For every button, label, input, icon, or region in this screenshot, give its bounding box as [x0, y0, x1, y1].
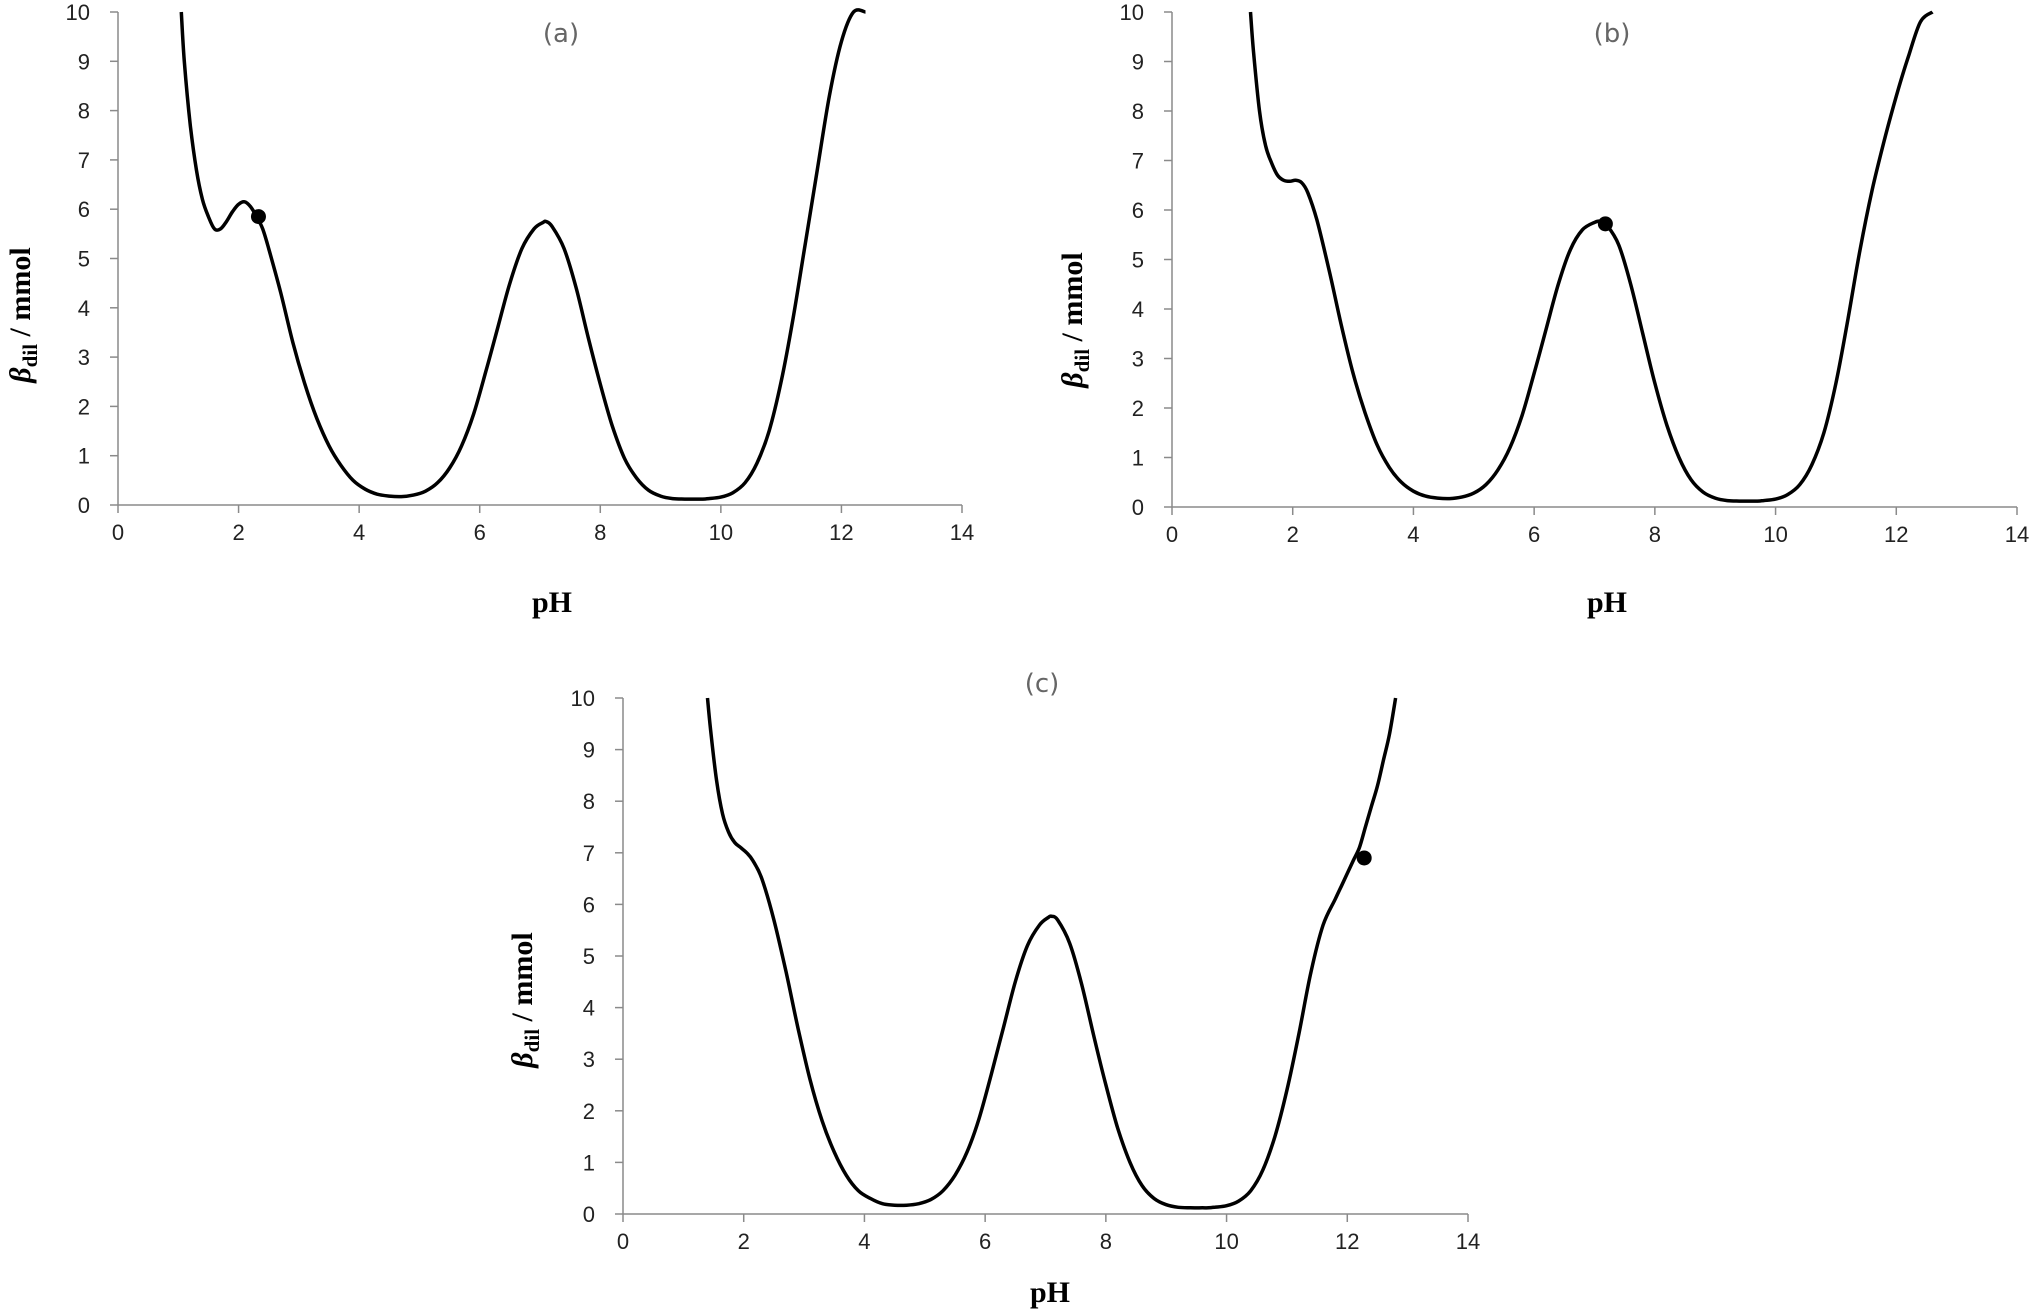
- y-tick-label: 10: [571, 686, 595, 711]
- y-axis-ticks: 0 1 2 3 4 5 6 7 8 9 10: [571, 686, 623, 1227]
- y-axis-symbol: β: [506, 1052, 539, 1069]
- panel-label: (b): [1594, 19, 1631, 49]
- y-tick-label: 8: [583, 789, 595, 814]
- y-tick-label: 7: [1132, 149, 1144, 174]
- y-tick-label: 5: [1132, 248, 1144, 273]
- x-axis-ticks: 0 2 4 6 8 10 12 14: [617, 1214, 1480, 1254]
- y-tick-label: 1: [78, 444, 90, 469]
- y-axis-title: βdil / mmol: [4, 247, 42, 383]
- x-tick-label: 8: [594, 520, 606, 545]
- y-tick-label: 0: [78, 493, 90, 518]
- y-tick-label: 3: [583, 1047, 595, 1072]
- x-axis-title: pH: [532, 586, 572, 619]
- y-tick-label: 4: [78, 296, 90, 321]
- x-tick-label: 6: [474, 520, 486, 545]
- y-tick-label: 10: [66, 0, 90, 25]
- y-axis-subscript: dil: [18, 344, 42, 368]
- x-tick-label: 10: [1214, 1229, 1238, 1254]
- y-tick-label: 6: [583, 892, 595, 917]
- y-tick-label: 1: [1132, 446, 1144, 471]
- y-axis-subscript: dil: [1070, 349, 1094, 373]
- x-tick-label: 0: [617, 1229, 629, 1254]
- x-axis-title: pH: [1587, 586, 1627, 619]
- y-tick-label: 3: [1132, 347, 1144, 372]
- marker-point: [1356, 850, 1372, 866]
- y-tick-label: 5: [583, 944, 595, 969]
- y-axis-unit: / mmol: [4, 247, 37, 344]
- y-axis-symbol: β: [1056, 372, 1089, 389]
- y-tick-label: 7: [583, 841, 595, 866]
- y-axis-unit: / mmol: [506, 932, 539, 1029]
- x-tick-label: 0: [112, 520, 124, 545]
- x-tick-label: 2: [232, 520, 244, 545]
- x-tick-label: 4: [353, 520, 365, 545]
- y-tick-label: 4: [583, 996, 595, 1021]
- x-tick-label: 6: [1528, 522, 1540, 547]
- y-tick-label: 7: [78, 148, 90, 173]
- y-tick-label: 2: [1132, 396, 1144, 421]
- y-axis-title: βdil / mmol: [506, 932, 544, 1068]
- y-axis-title: βdil / mmol: [1056, 252, 1094, 388]
- y-tick-label: 9: [583, 738, 595, 763]
- x-tick-label: 2: [738, 1229, 750, 1254]
- panel-label: (a): [543, 19, 579, 49]
- y-axis-ticks: 0 1 2 3 4 5 6 7 8 9 10: [1120, 0, 1172, 520]
- panel-label: (c): [1025, 669, 1060, 699]
- x-tick-label: 4: [858, 1229, 870, 1254]
- y-tick-label: 4: [1132, 297, 1144, 322]
- x-tick-label: 8: [1100, 1229, 1112, 1254]
- x-tick-label: 6: [979, 1229, 991, 1254]
- x-tick-label: 12: [1335, 1229, 1359, 1254]
- x-tick-label: 14: [2005, 522, 2029, 547]
- y-tick-label: 1: [583, 1150, 595, 1175]
- x-tick-label: 2: [1287, 522, 1299, 547]
- y-tick-label: 0: [1132, 495, 1144, 520]
- series-line: [705, 697, 1398, 1210]
- y-axis-unit: / mmol: [1056, 252, 1089, 349]
- x-axis-ticks: 0 2 4 6 8 10 12 14: [1166, 507, 2029, 547]
- y-axis-subscript: dil: [520, 1029, 544, 1053]
- x-tick-label: 14: [1456, 1229, 1480, 1254]
- x-axis-ticks: 0 2 4 6 8 10 12 14: [112, 505, 974, 545]
- y-axis-symbol: β: [4, 367, 37, 384]
- series-line: [179, 8, 866, 501]
- x-tick-label: 10: [1763, 522, 1787, 547]
- y-tick-label: 0: [583, 1202, 595, 1227]
- y-tick-label: 8: [1132, 99, 1144, 124]
- y-tick-label: 2: [78, 394, 90, 419]
- x-tick-label: 12: [829, 520, 853, 545]
- y-tick-label: 6: [78, 197, 90, 222]
- x-axis-title: pH: [1030, 1276, 1070, 1309]
- y-tick-label: 9: [78, 49, 90, 74]
- y-tick-label: 8: [78, 99, 90, 124]
- y-tick-label: 6: [1132, 198, 1144, 223]
- y-axis-ticks: 0 1 2 3 4 5 6 7 8 9 10: [66, 0, 118, 518]
- x-tick-label: 14: [950, 520, 974, 545]
- y-tick-label: 2: [583, 1099, 595, 1124]
- series-line: [1248, 10, 1934, 503]
- marker-point: [250, 209, 266, 225]
- y-tick-label: 9: [1132, 50, 1144, 75]
- x-tick-label: 8: [1649, 522, 1661, 547]
- marker-point: [1597, 216, 1613, 232]
- y-tick-label: 3: [78, 345, 90, 370]
- x-tick-label: 0: [1166, 522, 1178, 547]
- x-tick-label: 12: [1884, 522, 1908, 547]
- y-tick-label: 5: [78, 247, 90, 272]
- x-tick-label: 4: [1407, 522, 1419, 547]
- y-tick-label: 10: [1120, 0, 1144, 25]
- x-tick-label: 10: [709, 520, 733, 545]
